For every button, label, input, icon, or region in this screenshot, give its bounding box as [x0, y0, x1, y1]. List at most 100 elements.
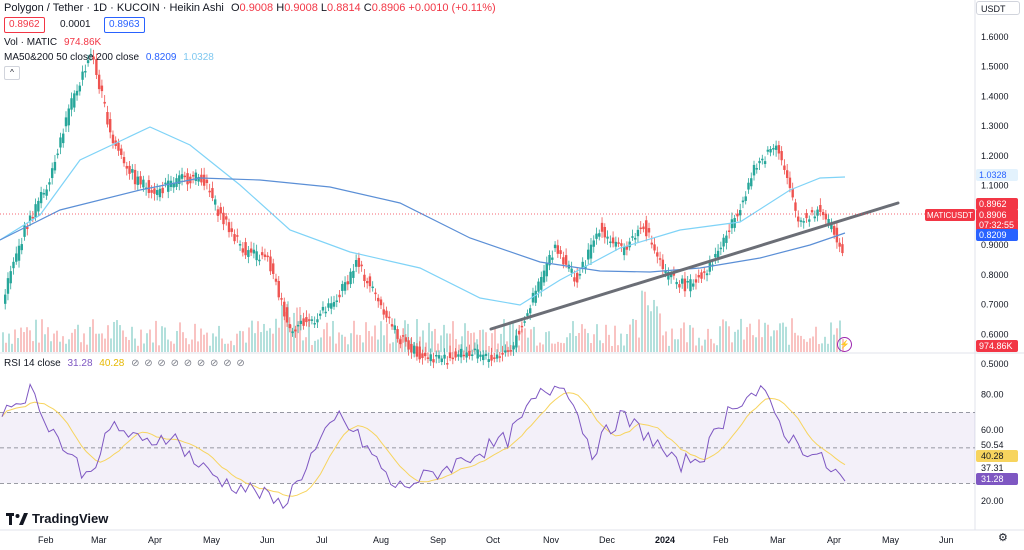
candle-body — [9, 271, 12, 284]
volume-bar — [98, 333, 100, 352]
price-badge-bg — [976, 198, 1018, 210]
volume-bar — [68, 339, 70, 352]
candle-body — [59, 137, 62, 148]
candle-body — [714, 253, 717, 258]
candle-body — [824, 213, 828, 220]
symbol-label[interactable]: Polygon / Tether · 1D · KUCOIN · Heikin … — [4, 2, 224, 14]
volume-bar — [575, 335, 577, 352]
candle-body — [412, 345, 416, 354]
candle-body — [509, 350, 513, 352]
volume-bar — [56, 330, 58, 352]
candle-body — [263, 254, 267, 257]
volume-bar — [728, 326, 730, 352]
candle-body — [117, 142, 120, 151]
rsi-line — [1, 382, 846, 510]
buy-price-button[interactable]: 0.8963 — [104, 17, 145, 33]
candle-body — [186, 173, 189, 185]
volume-bar — [29, 330, 31, 352]
volume-bar — [287, 301, 289, 352]
symbol-badge: MATICUSDT — [927, 211, 973, 220]
candle-body — [725, 235, 728, 243]
volume-bar — [131, 326, 133, 352]
volume-bar — [161, 326, 163, 352]
open-value: 0.9008 — [239, 2, 274, 14]
time-axis-label: Apr — [827, 535, 841, 545]
price-tick-label: 1.3000 — [981, 121, 1009, 131]
volume-bar — [92, 319, 94, 352]
candle-body — [727, 230, 731, 232]
candle-body — [363, 274, 366, 282]
candle-body — [620, 243, 623, 246]
volume-bar — [668, 345, 670, 352]
sell-price-button[interactable]: 0.8962 — [4, 17, 45, 33]
candle-body — [750, 178, 753, 187]
time-axis-label: Feb — [38, 535, 54, 545]
volume-value: 974.86K — [63, 37, 102, 48]
price-tick-label: 1.6000 — [981, 32, 1009, 42]
candle-body — [31, 216, 35, 219]
volume-bar — [839, 320, 841, 352]
volume-bar — [527, 337, 529, 352]
candle-body — [393, 325, 397, 330]
candle-body — [37, 200, 40, 212]
candle-body — [816, 209, 819, 216]
candle-body — [252, 249, 256, 254]
settings-icon[interactable]: ⚙ — [998, 532, 1008, 544]
volume-bar — [374, 325, 376, 352]
chart-title: Polygon / Tether · 1D · KUCOIN · Heikin … — [4, 2, 496, 14]
candle-body — [161, 187, 164, 194]
low-value: 0.8814 — [327, 2, 361, 14]
candle-body — [451, 357, 455, 360]
rsi-legend[interactable]: RSI 14 close 31.28 40.28 ⊘ ⊘ ⊘ ⊘ ⊘ ⊘ ⊘ ⊘… — [4, 358, 246, 369]
volume-bar — [5, 342, 7, 352]
candle-body — [335, 300, 338, 302]
tradingview-logo[interactable]: TradingView — [6, 511, 108, 526]
volume-bar — [707, 328, 709, 352]
candle-body — [346, 281, 350, 285]
candle-body — [512, 345, 515, 350]
candle-body — [219, 207, 222, 214]
candle-body — [341, 284, 344, 291]
volume-bar — [281, 304, 283, 352]
candle-body — [313, 322, 316, 325]
candle-body — [382, 309, 385, 315]
volume-bar — [140, 329, 142, 352]
candle-body — [523, 321, 526, 323]
volume-bar — [77, 324, 79, 352]
volume-bar — [482, 329, 484, 352]
volume-bar — [677, 339, 679, 352]
price-badge-bg — [976, 209, 1018, 221]
volume-bar — [665, 331, 667, 352]
candle-body — [769, 149, 772, 153]
volume-bar — [779, 323, 781, 352]
ma-legend[interactable]: MA50&200 50 close 200 close 0.8209 1.032… — [4, 52, 214, 63]
volume-bar — [212, 333, 214, 352]
candle-body — [755, 168, 758, 170]
volume-bar — [797, 335, 799, 352]
rsi-value: 31.28 — [67, 358, 93, 369]
candle-body — [296, 324, 300, 327]
candle-body — [459, 348, 463, 358]
time-axis-label: Jul — [316, 535, 328, 545]
volume-bar — [26, 327, 28, 352]
volume-bar — [47, 327, 49, 352]
candle-body — [587, 249, 590, 260]
volume-bar — [362, 342, 364, 352]
candle-body — [504, 350, 507, 353]
candle-body — [216, 209, 220, 216]
volume-bar — [758, 319, 760, 352]
volume-bar — [314, 340, 316, 352]
volume-bar — [536, 345, 538, 352]
candle-body — [360, 264, 363, 267]
volume-bar — [326, 322, 328, 352]
candle-body — [744, 196, 747, 201]
volume-legend[interactable]: Vol · MATIC 974.86K — [4, 37, 101, 48]
lightning-icon[interactable]: ⚡ — [837, 337, 852, 352]
candle-body — [167, 180, 170, 192]
currency-selector[interactable]: USDT — [976, 1, 1020, 15]
candle-body — [542, 270, 546, 283]
volume-bar — [266, 330, 268, 352]
volume-bar — [17, 338, 19, 352]
collapse-legend-button[interactable]: ^ — [4, 66, 20, 80]
